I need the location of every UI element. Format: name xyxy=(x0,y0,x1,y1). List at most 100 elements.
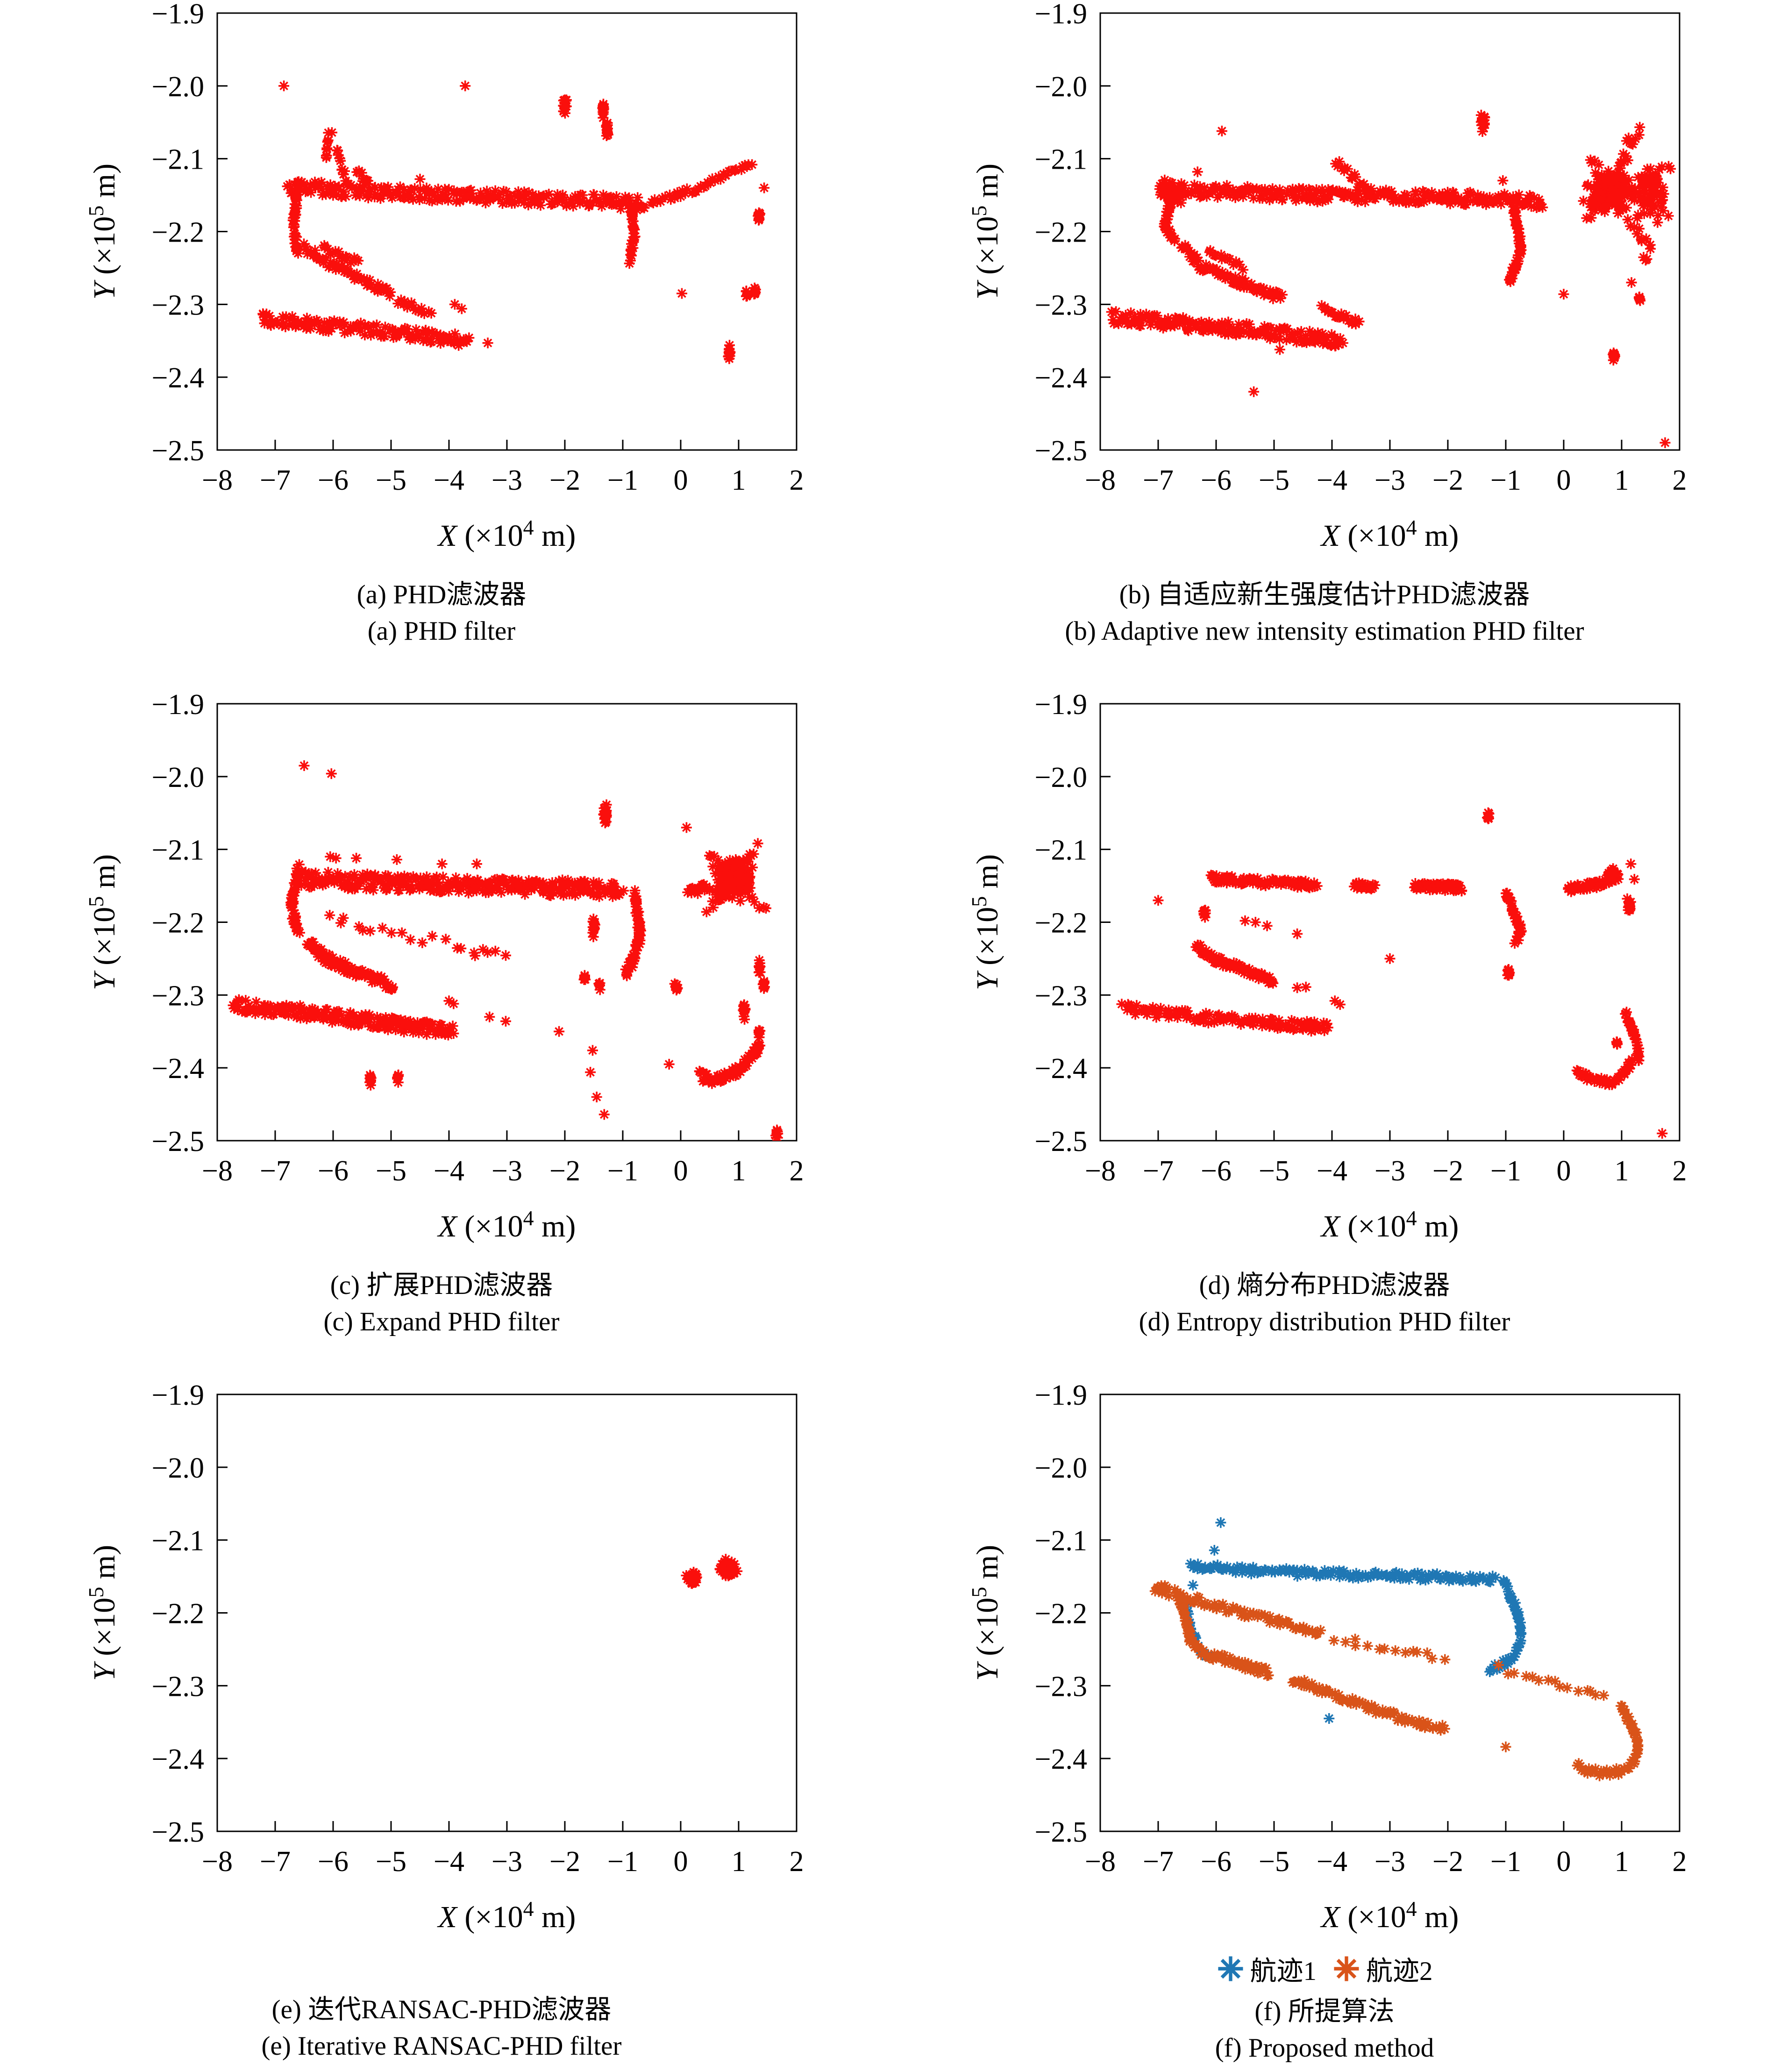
x-tick-labels: −8 −7 −6 −5 −4 −3 −2 −1 0 1 2 xyxy=(202,464,804,496)
x-tick-label: −6 xyxy=(1201,1155,1232,1187)
y-tick-label: −2.2 xyxy=(152,907,204,939)
y-tick-label: −2.2 xyxy=(1035,907,1087,939)
y-axis-label: Y (×105 m) xyxy=(967,1545,1004,1681)
x-tick-label: −6 xyxy=(318,1846,349,1878)
y-tick-label: −1.9 xyxy=(152,4,204,30)
x-axis-label: X (×104 m) xyxy=(437,1206,576,1243)
x-tick-label: −5 xyxy=(1259,464,1289,496)
y-tick-label: −2.2 xyxy=(1035,217,1087,249)
x-tick-label: −1 xyxy=(607,464,638,496)
y-tick-label: −2.0 xyxy=(152,1452,204,1484)
y-tick-label: −2.5 xyxy=(152,1126,204,1157)
series-markers xyxy=(680,1553,743,1590)
y-tick-label: −1.9 xyxy=(1035,1385,1087,1411)
tick-marks xyxy=(216,1393,798,1832)
plot-proposed-method: −8 −7 −6 −5 −4 −3 −2 −1 0 1 2−1.9−2.0−2.1−2.2−2.3−… xyxy=(967,1385,1687,1934)
y-tick-label: −2.1 xyxy=(152,144,204,176)
legend: 航迹1 航迹2 xyxy=(1217,1951,1433,1986)
x-tick-label: −6 xyxy=(318,464,349,496)
caption-e-zh: (e) 迭代RANSAC-PHD滤波器 xyxy=(271,1995,612,2024)
y-tick-label: −2.4 xyxy=(152,1053,204,1085)
x-tick-label: −3 xyxy=(491,1155,522,1187)
y-tick-label: −2.0 xyxy=(152,71,204,103)
tick-marks xyxy=(216,703,798,1142)
x-tick-label: −7 xyxy=(1143,1846,1174,1878)
x-tick-label: 2 xyxy=(1673,1155,1687,1187)
x-tick-label: −2 xyxy=(549,464,580,496)
y-tick-labels: −1.9 −2.0 −2.1 −2.2 −2.3 −2.4 −2.5 xyxy=(152,4,204,467)
x-tick-label: −3 xyxy=(491,464,522,496)
y-tick-label: −2.5 xyxy=(1035,1816,1087,1848)
tick-marks xyxy=(1099,703,1681,1142)
y-tick-label: −2.1 xyxy=(1035,835,1087,866)
panel-d: −8 −7 −6 −5 −4 −3 −2 −1 0 1 2 −1.9 −2.0 −2.1 −2.2 −2.3−… xyxy=(883,691,1766,1381)
caption-b-en: (b) Adaptive new intensity estimation PH… xyxy=(1065,616,1584,646)
x-tick-label: −8 xyxy=(202,1846,233,1878)
x-tick-label: −5 xyxy=(376,1846,406,1878)
x-tick-label: −7 xyxy=(1143,464,1174,496)
x-tick-label: 2 xyxy=(1673,464,1687,496)
x-tick-label: −1 xyxy=(607,1155,638,1187)
caption-e-en: (e) Iterative RANSAC-PHD filter xyxy=(261,2031,622,2061)
legend-label-track2: 航迹2 xyxy=(1366,1957,1433,1986)
y-tick-labels: −1.9 −2.0 −2.1 −2.2 −2.3 −2.4 −2.5 xyxy=(1035,694,1087,1157)
panel-c: −8 −7 −6 −5 −4 −3 −2 −1 0 1 2 −1.9 −2.0 −2.1 −2.2 −2.3−… xyxy=(0,691,883,1381)
x-tick-label: −2 xyxy=(1432,1846,1463,1878)
y-tick-label: −2.4 xyxy=(1035,1743,1087,1775)
x-tick-label: −4 xyxy=(434,1846,464,1878)
y-tick-labels: −1.9 −2.0 −2.1 −2.2 −2.3 −2.4 −2.5 xyxy=(1035,1385,1087,1848)
y-tick-label: −2.1 xyxy=(1035,1525,1087,1557)
x-tick-label: −8 xyxy=(202,464,233,496)
plot-expand-phd-filter: −8 −7 −6 −5 −4 −3 −2 −1 0 1 2−1.9−2.0−2.1−2.2−2.3−… xyxy=(84,694,804,1243)
y-tick-label: −2.5 xyxy=(1035,435,1087,467)
y-tick-labels: −1.9 −2.0 −2.1 −2.2 −2.3 −2.4 −2.5 xyxy=(152,694,204,1157)
y-tick-label: −2.4 xyxy=(152,362,204,394)
track1-asterisk-icon xyxy=(1217,1955,1245,1983)
legend-item-track2: 航迹2 xyxy=(1332,1950,1433,1988)
x-tick-label: 0 xyxy=(1557,1846,1571,1878)
y-axis-label: Y (×105 m) xyxy=(84,164,121,300)
tick-marks xyxy=(1099,1393,1681,1832)
x-axis-label: X (×104 m) xyxy=(437,515,576,553)
y-tick-label: −2.0 xyxy=(1035,1452,1087,1484)
y-tick-label: −2.0 xyxy=(1035,762,1087,793)
series-markers xyxy=(1180,1516,1528,1725)
y-tick-label: −2.1 xyxy=(152,1525,204,1557)
x-axis-label: X (×104 m) xyxy=(1320,1897,1459,1934)
caption-f-en: (f) Proposed method xyxy=(1215,2033,1434,2063)
x-tick-label: −7 xyxy=(260,1846,291,1878)
series-markers xyxy=(1115,806,1669,1140)
y-tick-label: −2.2 xyxy=(1035,1598,1087,1630)
x-tick-label: −2 xyxy=(1432,1155,1463,1187)
x-tick-label: 2 xyxy=(1673,1846,1687,1878)
axes xyxy=(216,12,798,451)
legend-item-track1: 航迹1 xyxy=(1217,1950,1317,1988)
x-tick-label: 1 xyxy=(1615,1846,1629,1878)
caption-d-zh: (d) 熵分布PHD滤波器 xyxy=(1199,1271,1450,1300)
x-tick-label: −2 xyxy=(1432,464,1463,496)
track2-asterisk-icon xyxy=(1332,1955,1360,1983)
x-tick-label: 1 xyxy=(732,1155,746,1187)
y-tick-label: −2.4 xyxy=(1035,362,1087,394)
series-markers xyxy=(256,79,770,365)
x-tick-label: −4 xyxy=(1317,1155,1347,1187)
caption-b: (b) 自适应新生强度估计PHD滤波器 (b) Adaptive new int… xyxy=(1065,577,1584,650)
y-tick-label: −2.1 xyxy=(1035,144,1087,176)
y-tick-label: −2.3 xyxy=(1035,289,1087,321)
x-tick-labels: −8 −7 −6 −5 −4 −3 −2 −1 0 1 2 xyxy=(1085,1846,1687,1878)
y-axis-label: Y (×105 m) xyxy=(84,1545,121,1681)
x-tick-label: −8 xyxy=(202,1155,233,1187)
x-tick-label: −1 xyxy=(1490,464,1521,496)
plot-ransac-phd-filter: −8 −7 −6 −5 −4 −3 −2 −1 0 1 2−1.9−2.0−2.1−2.2−2.3−… xyxy=(84,1385,804,1934)
caption-f-zh: (f) 所提算法 xyxy=(1254,1997,1395,2026)
caption-a-zh: (a) PHD滤波器 xyxy=(356,580,527,609)
x-tick-label: −4 xyxy=(434,464,464,496)
axes xyxy=(216,1393,798,1832)
x-axis-label: X (×104 m) xyxy=(1320,515,1459,553)
x-tick-labels: −8 −7 −6 −5 −4 −3 −2 −1 0 1 2 xyxy=(202,1155,804,1187)
y-tick-label: −1.9 xyxy=(1035,694,1087,721)
caption-d: (d) 熵分布PHD滤波器 (d) Entropy distribution P… xyxy=(1139,1267,1510,1340)
caption-e: (e) 迭代RANSAC-PHD滤波器 (e) Iterative RANSAC… xyxy=(262,1992,622,2065)
x-tick-label: −5 xyxy=(376,1155,406,1187)
